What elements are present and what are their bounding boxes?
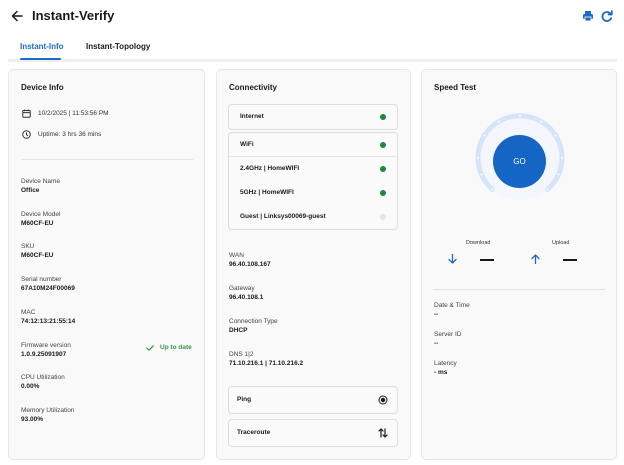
speed-test-card: Speed Test GO Download Upload Date & Tim…	[421, 69, 617, 460]
ping-button[interactable]: Ping	[228, 386, 398, 414]
field-firmware-version: Firmware version 1.0.9.25091907	[21, 342, 71, 358]
active-tab-indicator	[20, 58, 61, 60]
status-dot-online	[380, 114, 386, 120]
swap-vertical-icon	[378, 428, 388, 438]
internet-status-box: Internet	[228, 104, 398, 130]
speed-test-divider	[433, 289, 605, 290]
checkmark-icon	[146, 344, 154, 351]
traceroute-button[interactable]: Traceroute	[228, 419, 398, 447]
tab-instant-info[interactable]: Instant-Info	[20, 42, 64, 51]
refresh-button[interactable]	[600, 9, 614, 23]
wifi-row[interactable]: WiFi	[229, 133, 397, 157]
field-mac: MAC 74:12:13:21:55:14	[21, 309, 76, 325]
speed-test-title: Speed Test	[434, 83, 477, 92]
device-info-divider	[21, 159, 193, 160]
upload-label: Upload	[552, 240, 570, 246]
clock-icon	[22, 130, 31, 139]
printer-icon	[583, 11, 593, 22]
arrow-down-icon	[448, 254, 457, 264]
internet-row[interactable]: Internet	[229, 105, 397, 129]
tab-bar: Instant-Info Instant-Topology	[8, 36, 617, 62]
arrow-up-icon	[531, 254, 540, 264]
connectivity-card: Connectivity Internet WiFi 2.4GHz | Home…	[216, 69, 411, 460]
tab-instant-topology[interactable]: Instant-Topology	[86, 42, 151, 51]
refresh-icon	[601, 10, 613, 22]
print-button[interactable]	[581, 9, 595, 23]
page-title: Instant-Verify	[32, 8, 115, 23]
datetime-row: 10/2/2025 | 11:53:56 PM	[22, 109, 109, 118]
app-header: Instant-Verify	[0, 0, 624, 34]
field-memory-utilization: Memory Utilization 93.00%	[21, 407, 75, 423]
field-connection-type: Connection Type DHCP	[229, 318, 278, 334]
radio-target-icon	[378, 395, 388, 405]
wifi-status-box: WiFi 2.4GHz | HomeWIFI 5GHz | HomeWIFI G…	[228, 132, 398, 230]
field-cpu-utilization: CPU Utilization 0.00%	[21, 374, 65, 390]
field-latency: Latency - ms	[434, 360, 457, 376]
firmware-status-text: Up to date	[160, 344, 192, 351]
field-device-model: Device Model M60CF-EU	[21, 211, 61, 227]
firmware-status: Up to date	[146, 344, 192, 351]
status-dot-offline	[380, 214, 386, 220]
datetime-text: 10/2/2025 | 11:53:56 PM	[38, 110, 109, 117]
uptime-row: Uptime: 3 hrs 36 mins	[22, 130, 101, 139]
device-info-title: Device Info	[21, 83, 64, 92]
download-label: Download	[466, 240, 491, 246]
field-device-name: Device Name Office	[21, 178, 61, 194]
back-button[interactable]	[9, 8, 25, 24]
field-gateway: Gateway 96.40.108.1	[229, 285, 264, 301]
wifi-5ghz-row[interactable]: 5GHz | HomeWIFI	[229, 181, 397, 205]
uptime-text: Uptime: 3 hrs 36 mins	[38, 131, 102, 138]
go-button[interactable]: GO	[493, 135, 546, 188]
upload-value	[563, 259, 577, 261]
field-date-time: Date & Time --	[434, 302, 470, 318]
status-dot-online	[380, 190, 386, 196]
wifi-24ghz-row[interactable]: 2.4GHz | HomeWIFI	[229, 157, 397, 181]
status-dot-online	[380, 142, 386, 148]
field-serial-number: Serial number 67A10M24F00069	[21, 276, 75, 292]
field-wan: WAN 96.40.108.167	[229, 252, 271, 268]
field-server-id: Server ID --	[434, 331, 462, 347]
field-dns: DNS 1|2 71.10.216.1 | 71.10.216.2	[229, 351, 304, 367]
connectivity-title: Connectivity	[229, 83, 278, 92]
field-sku: SKU M60CF-EU	[21, 243, 54, 259]
device-info-card: Device Info 10/2/2025 | 11:53:56 PM Upti…	[8, 69, 205, 460]
calendar-icon	[22, 109, 31, 118]
wifi-guest-row[interactable]: Guest | Linksys00069-guest	[229, 205, 397, 229]
download-value	[480, 259, 494, 261]
arrow-left-icon	[11, 10, 23, 22]
status-dot-online	[380, 166, 386, 172]
